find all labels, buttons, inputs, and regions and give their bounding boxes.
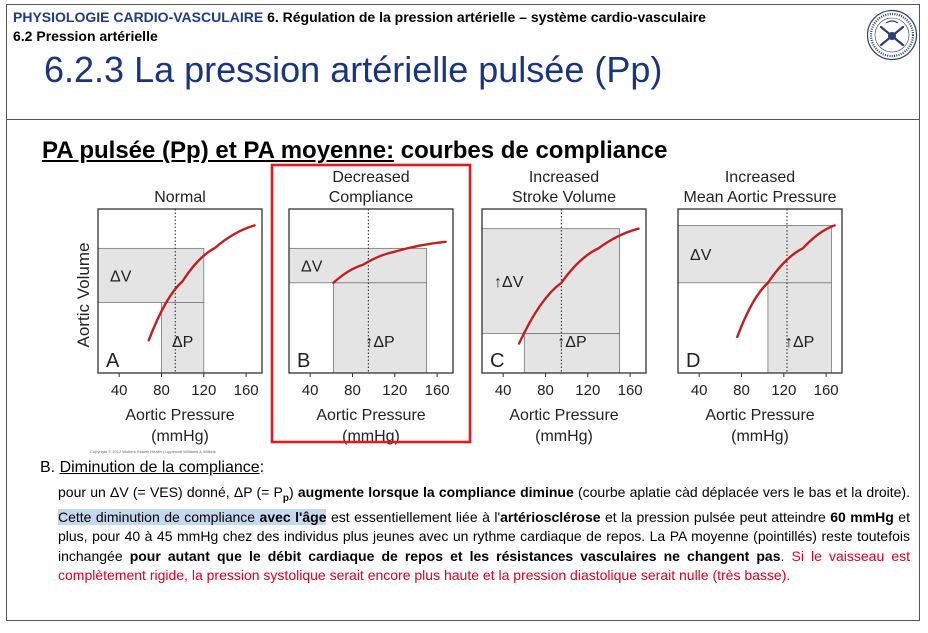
x-tick-label-c-40: 40 <box>495 382 512 399</box>
panel-letter-c: C <box>490 350 504 372</box>
section-heading: B. Diminution de la compliance: <box>40 459 264 477</box>
explanation-paragraph: pour un ΔV (= VES) donné, ΔP (= Pp) augm… <box>58 483 910 585</box>
x-tick-label-d-160: 160 <box>814 382 839 399</box>
x-tick-label-b-80: 80 <box>344 382 361 399</box>
x-axis-unit-d: (mmHg) <box>731 428 789 445</box>
panel-title-a: Normal <box>154 189 206 206</box>
panel-title-c-line1: Increased <box>529 169 599 186</box>
section-colon: : <box>259 459 265 476</box>
delta-v-band-d <box>677 224 832 284</box>
delta-p-label-c: ↑ΔP <box>557 334 586 351</box>
delta-v-band-c <box>481 228 620 335</box>
bold-run: 60 mmHg <box>830 509 894 526</box>
slide-subtitle: PA pulsée (Pp) et PA moyenne: courbes de… <box>42 137 667 165</box>
delta-v-label-d: ΔV <box>690 247 712 264</box>
highlighted-run: Cette diminution de compliance <box>58 509 256 526</box>
x-tick-label-c-120: 120 <box>575 382 600 399</box>
highlighted-space <box>255 509 260 526</box>
x-axis-label-b: Aortic Pressure <box>316 407 425 424</box>
x-tick-label-a-120: 120 <box>191 382 216 399</box>
x-tick-label-a-160: 160 <box>234 382 259 399</box>
text-run: et plus, pour 40 à 45 mmHg chez des indi… <box>58 509 910 564</box>
plot-frame-c <box>481 208 647 374</box>
delta-p-band-b <box>333 282 427 374</box>
plot-frame-d <box>677 208 843 374</box>
section-title: Diminution de la compliance <box>59 459 260 476</box>
delta-v-label-a: ΔV <box>110 268 132 285</box>
delta-v-label-b: ΔV <box>301 259 323 276</box>
panel-title-b-line2: Compliance <box>329 189 414 206</box>
bold-run: pour autant que le débit cardiaque de re… <box>129 547 781 564</box>
panel-title-d-line1: Increased <box>725 169 795 186</box>
header-line: PHYSIOLOGIE CARDIO-VASCULAIRE 6. Régulat… <box>13 9 706 25</box>
delta-p-band-a <box>161 302 205 374</box>
bold-run: artériosclérose <box>500 509 601 526</box>
delta-p-label-b: ↑ΔP <box>365 334 394 351</box>
compliance-curve-b <box>332 240 447 284</box>
plot-frame-b <box>288 208 454 374</box>
chapter-name: 6. Régulation de la pression artérielle … <box>263 9 706 25</box>
text-run: et la pression pulsée peut atteindre <box>600 509 831 526</box>
panel-title-b-line1: Decreased <box>332 169 409 186</box>
x-tick-label-b-40: 40 <box>302 382 319 399</box>
pp-subscript: p <box>282 492 289 504</box>
highlight-box-b <box>270 163 472 444</box>
y-axis-label: Aortic Volume <box>74 243 93 348</box>
x-tick-label-c-160: 160 <box>618 382 643 399</box>
highlighted-bold-run: avec l'âge <box>259 509 327 526</box>
subtitle-underlined: PA pulsée (Pp) et PA moyenne: <box>42 137 395 164</box>
panel-letter-b: B <box>297 350 310 372</box>
x-axis-label-c: Aortic Pressure <box>509 407 618 424</box>
x-tick-label-b-120: 120 <box>382 382 407 399</box>
course-name: PHYSIOLOGIE CARDIO-VASCULAIRE <box>13 9 264 25</box>
red-note: Si le vaisseau est complètement rigide, … <box>58 547 911 583</box>
delta-p-label-d: ↑ΔP <box>785 334 814 351</box>
delta-p-label-a: ΔP <box>172 334 193 351</box>
delta-p-band-c <box>523 333 620 374</box>
compliance-curve-c <box>517 227 640 345</box>
delta-v-label-c: ↑ΔV <box>494 274 524 291</box>
university-seal-logo <box>866 9 918 61</box>
text-run: . <box>780 547 792 564</box>
delta-p-band-d <box>767 282 832 374</box>
x-axis-label-a: Aortic Pressure <box>125 407 234 424</box>
x-tick-label-d-120: 120 <box>771 382 796 399</box>
text-run: (courbe aplatie càd déplacée vers le bas… <box>573 484 910 500</box>
x-tick-label-b-160: 160 <box>425 382 450 399</box>
panel-letter-d: D <box>686 350 700 372</box>
x-tick-label-c-80: 80 <box>537 382 554 399</box>
compliance-curve-a <box>147 224 256 342</box>
x-tick-label-a-40: 40 <box>111 382 128 399</box>
x-axis-label-d: Aortic Pressure <box>705 407 814 424</box>
text-run: pour un ΔV (= VES) donné, ΔP (= P <box>58 484 283 500</box>
header-divider <box>7 119 919 120</box>
text-run: est essentiellement liée à l' <box>326 509 501 526</box>
section-prefix: B. <box>40 459 60 476</box>
x-axis-unit-c: (mmHg) <box>535 428 593 445</box>
bold-run: augmente lorsque la compliance diminue <box>297 484 574 500</box>
panel-letter-a: A <box>106 350 120 372</box>
copyright-line: Copyright © 2012 Wolters Kluwer Health |… <box>90 449 216 454</box>
section-name: 6.2 Pression artérielle <box>13 28 158 44</box>
panel-title-d-line2: Mean Aortic Pressure <box>684 189 837 206</box>
plot-frame-a <box>97 208 263 374</box>
page-title: 6.2.3 La pression artérielle pulsée (Pp) <box>44 49 663 90</box>
panel-title-c-line2: Stroke Volume <box>512 189 616 206</box>
x-tick-label-a-80: 80 <box>153 382 170 399</box>
slide-frame <box>6 4 920 621</box>
x-axis-unit-a: (mmHg) <box>151 428 209 445</box>
subtitle-rest: courbes de compliance <box>394 137 668 164</box>
text-run: ) <box>288 484 298 500</box>
x-tick-label-d-80: 80 <box>733 382 750 399</box>
x-tick-label-d-40: 40 <box>691 382 708 399</box>
compliance-curve-d <box>736 224 836 339</box>
